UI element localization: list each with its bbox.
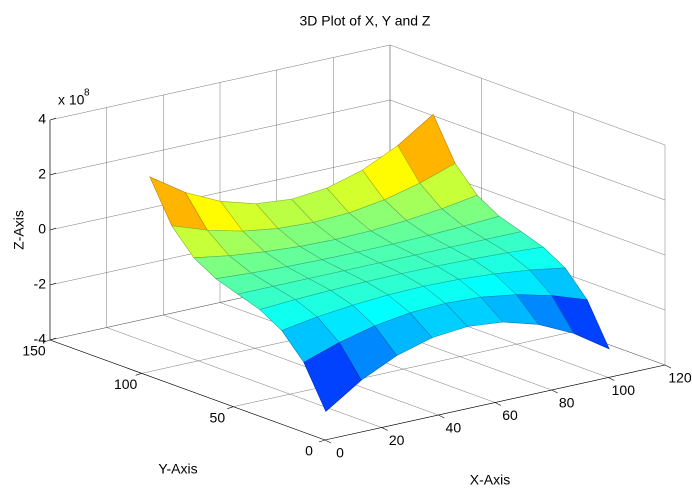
y-tick-label: 0 <box>305 443 313 459</box>
chart: 3D Plot of X, Y and Z x 10 8 Z-Axis Y-Ax… <box>0 0 692 494</box>
x-axis-label: X-Axis <box>470 472 510 488</box>
x-tick-label: 40 <box>446 420 462 436</box>
y-tick-label: 50 <box>210 409 226 425</box>
x-tick-label: 0 <box>336 445 344 461</box>
page-body: {"chart_data": { "type": "surface", "tit… <box>0 0 692 494</box>
x-tick-mark <box>495 403 501 406</box>
z-tick-label: 2 <box>38 166 46 182</box>
z-tick-label: -2 <box>34 276 47 292</box>
y-tick-mark <box>227 407 233 409</box>
z-tick-label: 4 <box>38 111 46 127</box>
z-tick-label: 0 <box>38 221 46 237</box>
z-tick-label: -4 <box>34 331 47 347</box>
x-tick-label: 20 <box>389 432 405 448</box>
x-tick-mark <box>552 390 558 393</box>
y-tick-mark <box>319 440 325 442</box>
x-tick-label: 100 <box>612 382 636 398</box>
y-tick-label: 100 <box>114 376 138 392</box>
z-axis-label: Z-Axis <box>11 210 27 250</box>
x-tick-label: 80 <box>559 395 575 411</box>
x-tick-label: 120 <box>668 370 692 386</box>
y-axis-line <box>50 340 325 440</box>
x-tick-mark <box>438 415 444 418</box>
chart-title: 3D Plot of X, Y and Z <box>299 13 430 29</box>
x-tick-mark <box>382 428 388 431</box>
z-scale-label: x 10 <box>58 92 85 108</box>
page: html, body { margin: 0; padding: 0; back… <box>0 0 692 494</box>
x-tick-mark <box>665 365 671 368</box>
x-tick-mark <box>608 378 614 381</box>
x-tick-label: 60 <box>502 407 518 423</box>
x-axis-line <box>325 365 665 440</box>
y-axis-label: Y-Axis <box>158 461 197 477</box>
x-tick-mark <box>325 440 331 443</box>
y-tick-mark <box>136 373 142 375</box>
z-scale-exponent: 8 <box>84 88 90 99</box>
